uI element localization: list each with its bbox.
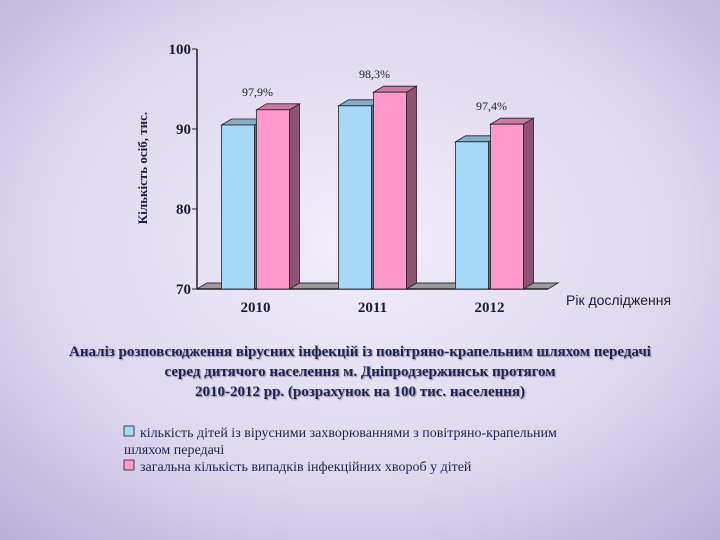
bar-side: [406, 85, 417, 290]
caption-line: серед дитячого населення м. Дніпродзержи…: [165, 364, 556, 380]
legend-swatch: [123, 425, 135, 437]
caption-line: 2010-2012 рр. (розрахунок на 100 тис. на…: [195, 384, 525, 400]
x-tick-label: 2011: [358, 300, 387, 316]
bar-side: [523, 117, 534, 290]
y-tick-label: 90: [176, 122, 191, 138]
x-tick-label: 2012: [475, 300, 505, 316]
bar: [221, 124, 255, 290]
x-tick-label: 2010: [241, 300, 271, 316]
y-tick-label: 80: [176, 202, 191, 218]
annotation: 98,3%: [359, 67, 390, 81]
bar: [455, 141, 489, 290]
bar: [373, 91, 407, 290]
legend-label: загальна кількість випадків інфекційних …: [140, 460, 472, 475]
caption-line: Аналіз розповсюдження вірусних інфекцій …: [69, 344, 651, 360]
annotation: 97,4%: [476, 99, 507, 113]
bar: [490, 123, 524, 290]
y-tick-label: 100: [169, 42, 192, 58]
bar: [256, 109, 290, 290]
bar: [338, 105, 372, 290]
x-axis-title: Рік дослідження: [566, 292, 671, 308]
bar-side: [289, 103, 300, 290]
annotation: 97,9%: [242, 85, 273, 99]
legend-swatch: [123, 459, 135, 471]
y-axis-title: Кількість осіб, тис.: [135, 112, 150, 224]
y-tick-label: 70: [176, 282, 191, 298]
legend-label: кількість дітей із вірусними захворюванн…: [124, 426, 557, 458]
